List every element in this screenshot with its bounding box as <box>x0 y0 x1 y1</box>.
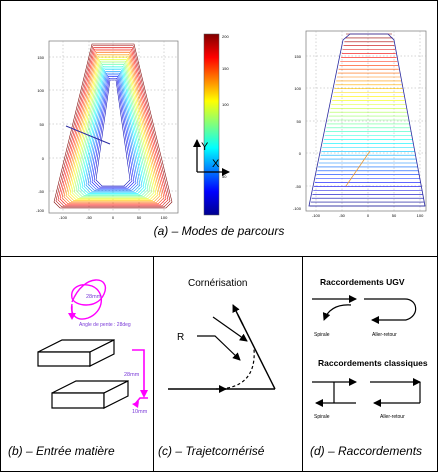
panel-c-drawing: Cornérisation R <box>168 278 276 393</box>
x-axis-label: X <box>212 158 220 170</box>
helix-entry-arrowhead <box>68 313 76 320</box>
ugv-backforth-label: Aller-retour <box>372 332 397 338</box>
outgoing-path-top <box>232 304 244 326</box>
caption-a: (a) – Modes de parcours <box>153 224 285 238</box>
contour-line <box>73 60 153 198</box>
left-xtick: -50 <box>86 215 93 220</box>
contour-line <box>55 45 171 208</box>
contour-line <box>53 43 173 209</box>
contour-line <box>93 78 133 188</box>
ugv-spiral-curve <box>322 304 352 321</box>
ugv-spiral-label: Spirale <box>314 332 330 338</box>
stock-block-top <box>37 339 115 367</box>
offset-label: 10mm <box>132 409 148 415</box>
contour-line <box>87 72 139 191</box>
contour-line <box>67 55 159 201</box>
left-xtick: -100 <box>59 215 68 220</box>
height-label: 28mm <box>124 372 140 378</box>
ugv-backforth-curve <box>404 298 417 321</box>
left-contours <box>53 43 173 209</box>
right-xtick: 100 <box>417 213 424 218</box>
contour-line <box>77 64 149 196</box>
colorbar-tick: 150 <box>222 66 229 71</box>
contour-line <box>69 57 157 200</box>
right-xtick: -50 <box>339 213 346 218</box>
axes-triad: Y X <box>193 139 230 176</box>
colorbar: 200 150 100 50 <box>203 33 229 216</box>
ramp-entry-path <box>132 349 145 394</box>
classic-spiral-label: Spirale <box>314 414 330 420</box>
right-ytick: -50 <box>295 184 302 189</box>
colorbar-tick: 100 <box>222 102 229 107</box>
right-contours <box>308 33 426 207</box>
pocket-outline <box>308 33 426 207</box>
ramp-entry-arrowhead <box>140 390 148 398</box>
left-ytick: -100 <box>36 208 45 213</box>
colorbar-tick: 50 <box>222 174 227 179</box>
right-plot-grid <box>306 31 426 211</box>
right-xtick: -100 <box>312 213 321 218</box>
contour-line <box>83 69 143 193</box>
ugv-title: Raccordements UGV <box>320 277 405 287</box>
left-ytick: 100 <box>37 88 44 93</box>
contour-line <box>75 62 151 197</box>
left-xtick: 50 <box>137 215 142 220</box>
contour-line <box>59 48 167 206</box>
radius-leader <box>197 335 241 361</box>
right-plot-approach-line <box>345 150 371 187</box>
contour-line <box>85 71 141 192</box>
y-axis-label: Y <box>201 141 209 153</box>
outgoing-arrow <box>214 300 232 303</box>
contour-line <box>81 67 145 194</box>
panel-a-left-plot: 150 100 50 0 -50 -100 -100 -50 0 50 100 <box>36 40 179 220</box>
stock-block-bottom <box>51 380 129 409</box>
contour-line <box>63 52 163 204</box>
classic-backforth-label: Aller-retour <box>380 414 405 420</box>
caption-d: (d) – Raccordements <box>310 444 423 458</box>
contour-line <box>61 50 165 205</box>
caption-b: (b) – Entrée matière <box>8 444 115 458</box>
ramp-angle-label: Angle de pente : 28deg <box>79 322 131 328</box>
contour-line <box>95 79 131 187</box>
classic-title: Raccordements classiques <box>318 358 428 368</box>
helix-diameter-label: 28mm <box>86 294 102 300</box>
left-ytick: -50 <box>38 189 45 194</box>
contour-line <box>79 66 147 195</box>
radius-label: R <box>177 332 184 343</box>
panel-d-drawing: Raccordements UGV Spirale Aller-retour R… <box>312 277 428 420</box>
right-xtick: 50 <box>392 213 397 218</box>
left-ytick: 150 <box>37 55 44 60</box>
offset-arrowhead <box>132 401 139 408</box>
left-xtick: 0 <box>112 215 115 220</box>
left-ytick: 0 <box>42 156 45 161</box>
colorbar-gradient <box>203 33 220 216</box>
panel-a-right-plot: 150 100 50 0 -50 -100 -100 -50 0 50 100 <box>293 30 427 218</box>
outgoing-path <box>237 314 276 390</box>
helix-spiral-path <box>70 279 107 320</box>
contour-line <box>89 74 137 190</box>
right-ytick: 50 <box>297 119 302 124</box>
contour-line <box>71 59 155 199</box>
right-ytick: 0 <box>299 151 302 156</box>
caption-c: (c) – Trajetcornérisé <box>158 444 265 458</box>
cornering-title: Cornérisation <box>188 278 247 289</box>
radius-arrow-1 <box>212 316 248 342</box>
contour-line <box>91 76 135 189</box>
right-ytick: -100 <box>293 206 302 211</box>
left-ytick: 50 <box>40 122 45 127</box>
contour-line <box>57 47 169 207</box>
left-plot-approach-line <box>65 125 111 145</box>
right-ytick: 100 <box>294 86 301 91</box>
panel-b-drawing: 28mm Angle de pente : 28deg 28mm 10mm <box>37 279 148 415</box>
colorbar-tick: 200 <box>222 34 229 39</box>
contour-line <box>65 54 161 202</box>
rounded-corner-path <box>215 348 255 390</box>
right-xtick: 0 <box>367 213 370 218</box>
left-xtick: 100 <box>161 215 168 220</box>
right-ytick: 150 <box>294 54 301 59</box>
